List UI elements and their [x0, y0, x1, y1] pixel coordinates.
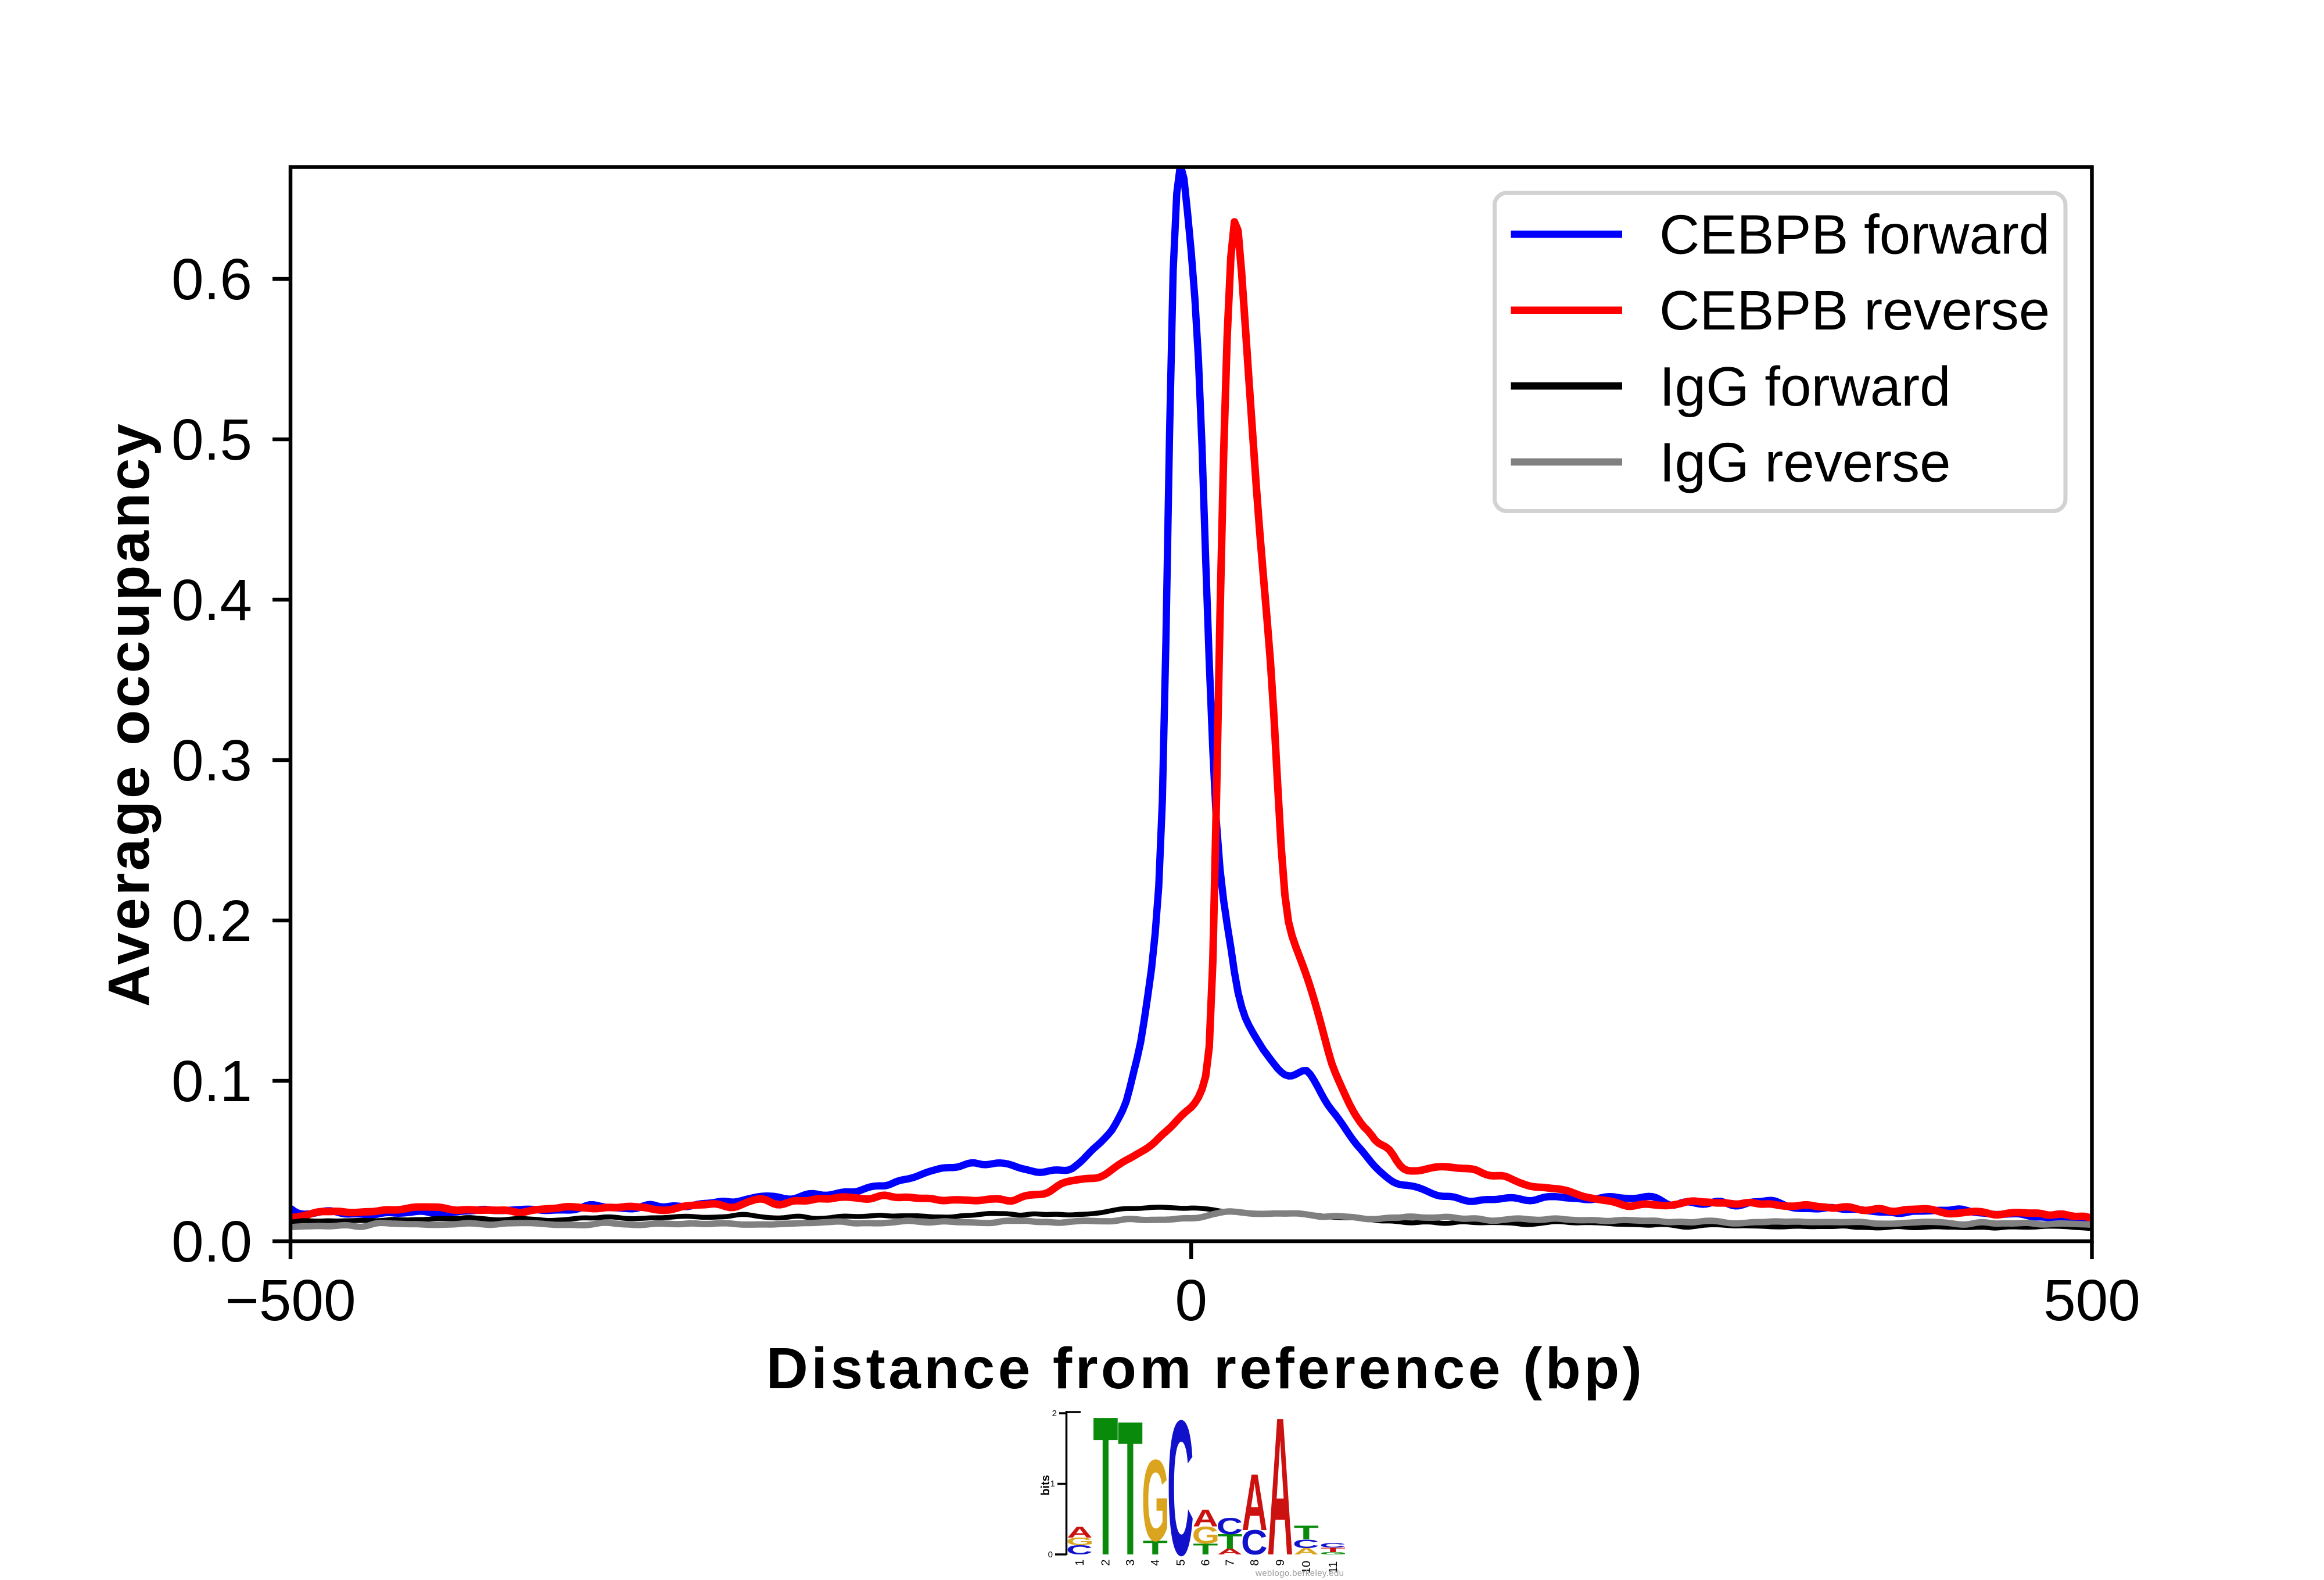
svg-text:0.3: 0.3	[171, 728, 252, 793]
svg-text:5: 5	[1175, 1559, 1188, 1565]
svg-text:8: 8	[1249, 1559, 1261, 1565]
svg-text:0.4: 0.4	[171, 568, 252, 633]
svg-text:A: A	[1293, 1546, 1319, 1556]
svg-text:T: T	[1193, 1540, 1218, 1558]
svg-text:G: G	[1319, 1552, 1347, 1555]
svg-text:A: A	[1267, 1377, 1293, 1580]
svg-text:6: 6	[1200, 1559, 1213, 1565]
svg-text:T: T	[1294, 1521, 1319, 1543]
svg-text:0.2: 0.2	[171, 888, 252, 954]
svg-text:A: A	[1242, 1457, 1267, 1547]
svg-text:9: 9	[1274, 1559, 1287, 1565]
svg-text:IgG forward: IgG forward	[1659, 356, 1951, 418]
svg-text:0: 0	[1175, 1268, 1207, 1333]
svg-text:A: A	[1067, 1524, 1092, 1541]
svg-text:1: 1	[1050, 1479, 1055, 1489]
svg-text:T: T	[1321, 1546, 1346, 1554]
svg-text:A: A	[1217, 1547, 1243, 1556]
svg-text:C: C	[1319, 1542, 1346, 1549]
svg-text:0.6: 0.6	[171, 247, 252, 312]
svg-text:C: C	[1241, 1523, 1268, 1562]
svg-text:CEBPB forward: CEBPB forward	[1659, 204, 2050, 266]
svg-text:10: 10	[1300, 1561, 1313, 1574]
svg-text:IgG reverse: IgG reverse	[1659, 432, 1951, 494]
svg-text:G: G	[1192, 1522, 1220, 1549]
svg-text:Distance from reference (bp): Distance from reference (bp)	[766, 1336, 1645, 1401]
svg-text:C: C	[1167, 1380, 1194, 1580]
svg-text:T: T	[1093, 1376, 1118, 1580]
svg-text:2: 2	[1052, 1409, 1057, 1418]
svg-text:−500: −500	[225, 1268, 356, 1333]
svg-text:4: 4	[1149, 1559, 1162, 1565]
svg-text:T: T	[1143, 1536, 1168, 1558]
svg-text:2: 2	[1100, 1559, 1113, 1565]
svg-text:bits: bits	[1039, 1475, 1052, 1496]
svg-text:C: C	[1066, 1543, 1093, 1558]
svg-text:G: G	[1142, 1436, 1170, 1565]
svg-text:7: 7	[1224, 1559, 1237, 1565]
svg-text:T: T	[1118, 1381, 1143, 1580]
svg-text:0.0: 0.0	[171, 1209, 252, 1274]
svg-text:11: 11	[1327, 1561, 1340, 1574]
svg-text:A: A	[1193, 1506, 1218, 1532]
svg-text:Average occupancy: Average occupancy	[96, 421, 162, 1006]
svg-text:0.5: 0.5	[171, 407, 252, 472]
svg-text:G: G	[1066, 1535, 1094, 1547]
svg-text:0.1: 0.1	[171, 1049, 252, 1114]
svg-text:500: 500	[2043, 1268, 2140, 1333]
svg-text:0: 0	[1048, 1550, 1053, 1560]
svg-text:C: C	[1217, 1513, 1243, 1539]
svg-text:CEBPB reverse: CEBPB reverse	[1659, 280, 2050, 342]
svg-text:1: 1	[1074, 1559, 1086, 1565]
svg-text:weblogo.berkeley.edu: weblogo.berkeley.edu	[1255, 1568, 1344, 1578]
svg-text:3: 3	[1124, 1559, 1137, 1565]
svg-text:C: C	[1293, 1536, 1319, 1550]
svg-text:T: T	[1217, 1529, 1242, 1553]
